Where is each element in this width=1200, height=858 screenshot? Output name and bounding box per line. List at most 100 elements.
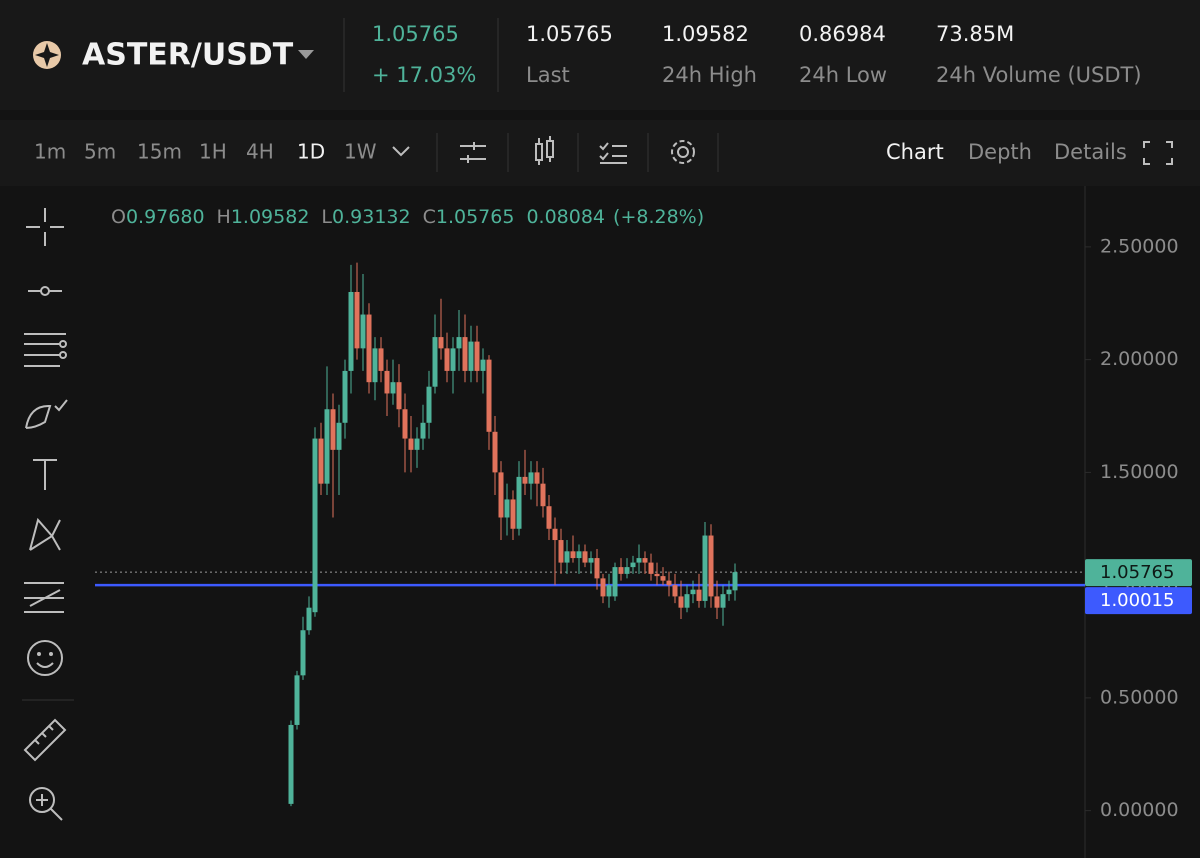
interval[interactable]: 1D [297, 140, 325, 164]
price-change: + 17.03% [372, 63, 476, 87]
candle-body [636, 558, 642, 563]
candle-body [696, 589, 702, 601]
candle-body [468, 341, 474, 371]
price-tag-label: 1.05765 [1100, 562, 1174, 583]
stat-label: 24h Low [799, 63, 887, 87]
legend-value: 0.93132 [332, 206, 411, 228]
stat-label: 24h High [662, 63, 757, 87]
stat-value: 1.05765 [526, 22, 613, 46]
candle-body [684, 594, 690, 608]
candle-body [570, 551, 576, 559]
candle-body [600, 578, 606, 597]
stat-label: 24h Volume (USDT) [936, 63, 1142, 87]
candle-body [558, 540, 564, 563]
candle-body [630, 562, 636, 568]
legend-key: H [217, 206, 231, 228]
candle-body [690, 589, 696, 595]
candle-body [354, 291, 360, 349]
interval[interactable]: 5m [84, 140, 116, 164]
candle-body [408, 438, 414, 450]
price-tag [1085, 559, 1192, 587]
candle-body [720, 594, 726, 608]
candle-body [708, 535, 714, 597]
candle-body [528, 472, 534, 484]
candle-body [522, 476, 528, 484]
candle-body [492, 431, 498, 473]
candle-body [666, 580, 672, 586]
candle-body [486, 359, 492, 432]
candle-body [660, 576, 666, 581]
y-tick-label: 0.00000 [1100, 799, 1179, 821]
price-tag [1085, 587, 1192, 615]
candle-body [498, 472, 504, 518]
candle-body [432, 337, 438, 387]
symbol-dropdown[interactable] [298, 50, 314, 59]
toolbar [0, 120, 1200, 186]
candle-body [606, 585, 612, 597]
left-tools [22, 208, 74, 821]
legend-change: 0.08084 [526, 206, 605, 228]
candle-body [390, 382, 396, 394]
candle-body [372, 348, 378, 383]
tab[interactable]: Depth [968, 140, 1032, 164]
candle-body [624, 567, 630, 574]
candle-body [330, 409, 336, 450]
candle-body [480, 359, 486, 371]
candle-body [420, 422, 426, 439]
ohlc-legend: O0.97680 H1.09582 L0.93132 C1.05765 0.08084 (… [111, 206, 704, 228]
interval[interactable]: 15m [137, 140, 182, 164]
stat-label: Last [526, 63, 570, 87]
interval[interactable]: 4H [246, 140, 274, 164]
interval[interactable]: 1H [199, 140, 227, 164]
candle-body [546, 506, 552, 529]
header-bar [0, 0, 1200, 110]
candle-body [360, 314, 366, 349]
candle-body [300, 630, 306, 676]
candle-body [504, 499, 510, 518]
tab[interactable]: Details [1054, 140, 1127, 164]
stat-value: 73.85M [936, 22, 1014, 46]
candle-body [462, 337, 468, 371]
candle-body [576, 551, 582, 559]
candle-body [534, 472, 540, 484]
candle-body [564, 551, 570, 563]
legend-percent: (+8.28%) [613, 206, 704, 228]
candle-body [444, 348, 450, 371]
y-tick-label: 2.00000 [1100, 348, 1179, 370]
price-tag-label: 1.00015 [1100, 590, 1174, 611]
candle-body [642, 558, 648, 563]
stat-value: 1.09582 [662, 22, 749, 46]
y-tick-label: 1.50000 [1100, 461, 1179, 483]
candle-body [324, 409, 330, 484]
interval[interactable]: 1m [34, 140, 66, 164]
candle-body [714, 596, 720, 608]
candle-body [594, 558, 600, 579]
candle-body [582, 551, 588, 563]
candle-body [678, 596, 684, 608]
candle-body [384, 370, 390, 394]
legend-key: O [111, 206, 126, 228]
interval[interactable]: 1W [344, 140, 377, 164]
legend-value: 1.09582 [231, 206, 310, 228]
candle-body [342, 370, 348, 423]
legend-value: 1.05765 [436, 206, 515, 228]
toolbar-icons [392, 133, 1173, 172]
candle-body [732, 572, 738, 591]
candle-body [396, 382, 402, 410]
candle-body [438, 337, 444, 349]
candle-body [510, 499, 516, 529]
candle-body [516, 476, 522, 529]
candle-body [540, 483, 546, 507]
candle-body [288, 724, 294, 804]
symbol[interactable]: ASTER/USDT [82, 38, 294, 73]
candle-body [456, 337, 462, 349]
candle-body [672, 585, 678, 597]
candle-body [426, 386, 432, 423]
candle-body [474, 341, 480, 371]
candle-body [654, 573, 660, 577]
candle-body [618, 567, 624, 574]
coin-icon-star [35, 43, 59, 67]
tab[interactable]: Chart [886, 140, 944, 164]
